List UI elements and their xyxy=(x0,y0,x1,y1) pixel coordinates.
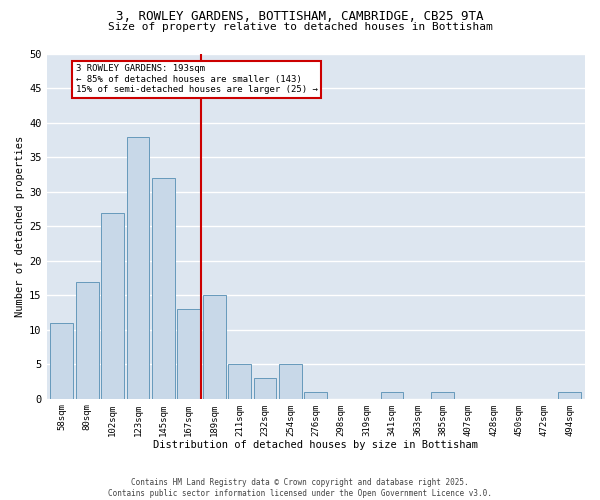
Bar xyxy=(228,364,251,398)
Bar xyxy=(431,392,454,398)
Bar xyxy=(101,212,124,398)
Text: Contains HM Land Registry data © Crown copyright and database right 2025.
Contai: Contains HM Land Registry data © Crown c… xyxy=(108,478,492,498)
Bar xyxy=(76,282,98,399)
Y-axis label: Number of detached properties: Number of detached properties xyxy=(15,136,25,317)
Bar xyxy=(152,178,175,398)
Bar xyxy=(279,364,302,398)
Text: 3, ROWLEY GARDENS, BOTTISHAM, CAMBRIDGE, CB25 9TA: 3, ROWLEY GARDENS, BOTTISHAM, CAMBRIDGE,… xyxy=(116,10,484,23)
Bar xyxy=(304,392,327,398)
Bar xyxy=(559,392,581,398)
Bar xyxy=(178,309,200,398)
Bar xyxy=(203,296,226,399)
Bar xyxy=(380,392,403,398)
Text: Size of property relative to detached houses in Bottisham: Size of property relative to detached ho… xyxy=(107,22,493,32)
Bar xyxy=(127,136,149,398)
Bar xyxy=(254,378,277,398)
Bar xyxy=(50,323,73,398)
Text: 3 ROWLEY GARDENS: 193sqm
← 85% of detached houses are smaller (143)
15% of semi-: 3 ROWLEY GARDENS: 193sqm ← 85% of detach… xyxy=(76,64,317,94)
X-axis label: Distribution of detached houses by size in Bottisham: Distribution of detached houses by size … xyxy=(153,440,478,450)
